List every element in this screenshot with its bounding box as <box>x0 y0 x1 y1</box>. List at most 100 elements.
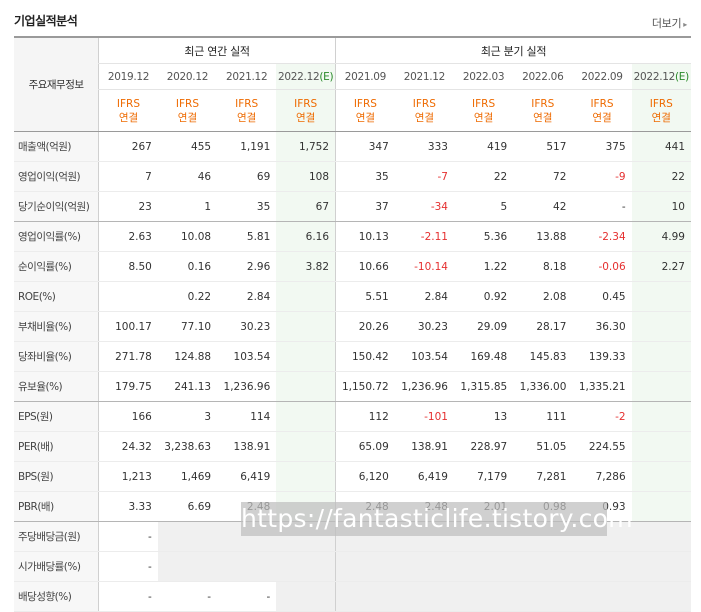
ifrs-label: IFRS <box>116 97 141 110</box>
table-cell: - <box>98 581 158 612</box>
table-cell <box>513 551 573 582</box>
table-cell: 5 <box>453 191 514 222</box>
row-label: 당기순이익(억원) <box>14 191 99 222</box>
table-cell <box>276 431 336 462</box>
table-cell: 8.18 <box>513 251 573 282</box>
table-cell: 111 <box>513 401 573 432</box>
accounting-standard: IFRS 연결 <box>631 89 691 132</box>
table-cell: 23 <box>98 191 158 222</box>
row-label: 영업이익(억원) <box>14 161 99 192</box>
table-cell <box>631 551 691 582</box>
row-label: EPS(원) <box>14 401 99 432</box>
table-cell <box>631 281 691 312</box>
table-cell <box>276 401 336 432</box>
table-cell: 138.91 <box>217 431 277 462</box>
accounting-standard: IFRS 연결 <box>335 89 395 132</box>
table-cell: -101 <box>394 401 454 432</box>
row-label: 순이익률(%) <box>14 251 99 282</box>
accounting-standard: IFRS 연결 <box>453 89 514 132</box>
table-cell: 30.23 <box>217 311 277 342</box>
more-link[interactable]: 더보기 ▸ <box>652 15 687 31</box>
table-cell <box>631 581 691 612</box>
table-cell: - <box>572 191 632 222</box>
table-cell: 1,191 <box>217 131 277 162</box>
table-cell <box>394 551 454 582</box>
table-row: BPS(원) 1,213 1,469 6,419 6,120 6,419 7,179 7,28… <box>14 461 691 492</box>
table-cell: 455 <box>157 131 218 162</box>
consolidated-label: 연결 <box>592 111 612 124</box>
table-cell: 2.96 <box>217 251 277 282</box>
table-cell <box>276 581 336 612</box>
table-cell: 7,281 <box>513 461 573 492</box>
table-cell <box>157 521 218 552</box>
table-cell: 7,286 <box>572 461 632 492</box>
period-date: 2022.12 <box>633 70 676 83</box>
table-cell: - <box>217 581 277 612</box>
table-cell: -34 <box>394 191 454 222</box>
table-cell: 1 <box>157 191 218 222</box>
table-cell: 2.27 <box>631 251 691 282</box>
table-cell: 35 <box>335 161 395 192</box>
table-cell: 1,236.96 <box>394 371 454 402</box>
table-cell <box>394 581 454 612</box>
table-cell: 150.42 <box>335 341 395 372</box>
accounting-standard: IFRS 연결 <box>572 89 632 132</box>
table-cell: 24.32 <box>98 431 158 462</box>
consolidated-label: 연결 <box>414 111 435 124</box>
table-cell: 1,236.96 <box>217 371 277 402</box>
accounting-standard: IFRS 연결 <box>98 89 158 132</box>
table-cell <box>98 281 158 312</box>
table-cell: 114 <box>217 401 277 432</box>
table-cell <box>217 551 277 582</box>
table-cell <box>276 461 336 492</box>
ifrs-label: IFRS <box>412 97 436 110</box>
table-cell: 241.13 <box>157 371 218 402</box>
table-cell: 375 <box>572 131 632 162</box>
table-cell <box>631 401 691 432</box>
period-header: 2022.12(E) <box>631 63 691 90</box>
table-row: 영업이익(억원) 7 46 69 108 35 -7 22 72 -9 22 <box>14 161 691 192</box>
table-cell: -10.14 <box>394 251 454 282</box>
table-cell: 1,150.72 <box>335 371 395 402</box>
table-cell: - <box>157 581 218 612</box>
accounting-standard: IFRS 연결 <box>276 89 336 132</box>
table-cell <box>631 311 691 342</box>
table-cell: -2 <box>572 401 632 432</box>
row-label: ROE(%) <box>14 281 99 312</box>
table-cell: 7,179 <box>453 461 514 492</box>
period-header: 2022.12(E) <box>276 63 336 90</box>
consolidated-label: 연결 <box>473 111 494 124</box>
table-cell <box>276 551 336 582</box>
table-row: 부채비율(%) 100.17 77.10 30.23 20.26 30.23 29.09 28… <box>14 311 691 342</box>
table-cell: 5.36 <box>453 221 514 252</box>
table-cell: -2.11 <box>394 221 454 252</box>
watermark: https://fantasticlife.tistory.com <box>241 502 633 536</box>
ifrs-label: IFRS <box>235 97 259 110</box>
table-cell <box>631 521 691 552</box>
table-cell: 30.23 <box>394 311 454 342</box>
table-row: 배당성향(%) - - - <box>14 581 691 612</box>
more-link-label: 더보기 <box>651 17 682 30</box>
corner-label: 주요재무정보 <box>14 36 99 132</box>
period-header: 2022.09 <box>572 63 632 90</box>
table-cell: 4.99 <box>631 221 691 252</box>
table-cell: 6,419 <box>394 461 454 492</box>
consolidated-label: 연결 <box>118 111 139 124</box>
table-cell: 6.69 <box>157 491 218 522</box>
table-cell: 2.63 <box>98 221 158 252</box>
table-cell: 6.16 <box>276 221 336 252</box>
table-cell: 35 <box>217 191 277 222</box>
period-header: 2022.06 <box>513 63 573 90</box>
table-cell: 333 <box>394 131 454 162</box>
table-row: 시가배당률(%) - <box>14 551 691 582</box>
period-header: 2021.09 <box>335 63 395 90</box>
row-label: 주당배당금(원) <box>14 521 99 552</box>
row-label: 배당성향(%) <box>14 581 99 612</box>
table-row: 영업이익률(%) 2.63 10.08 5.81 6.16 10.13 -2.11 5.36 1… <box>14 221 691 252</box>
estimate-marker: (E) <box>319 70 334 83</box>
table-cell: - <box>98 521 158 552</box>
table-cell: 169.48 <box>453 341 514 372</box>
table-cell: 103.54 <box>394 341 454 372</box>
table-cell: 10.08 <box>157 221 218 252</box>
table-row: EPS(원) 166 3 114 112 -101 13 111 -2 <box>14 401 691 432</box>
